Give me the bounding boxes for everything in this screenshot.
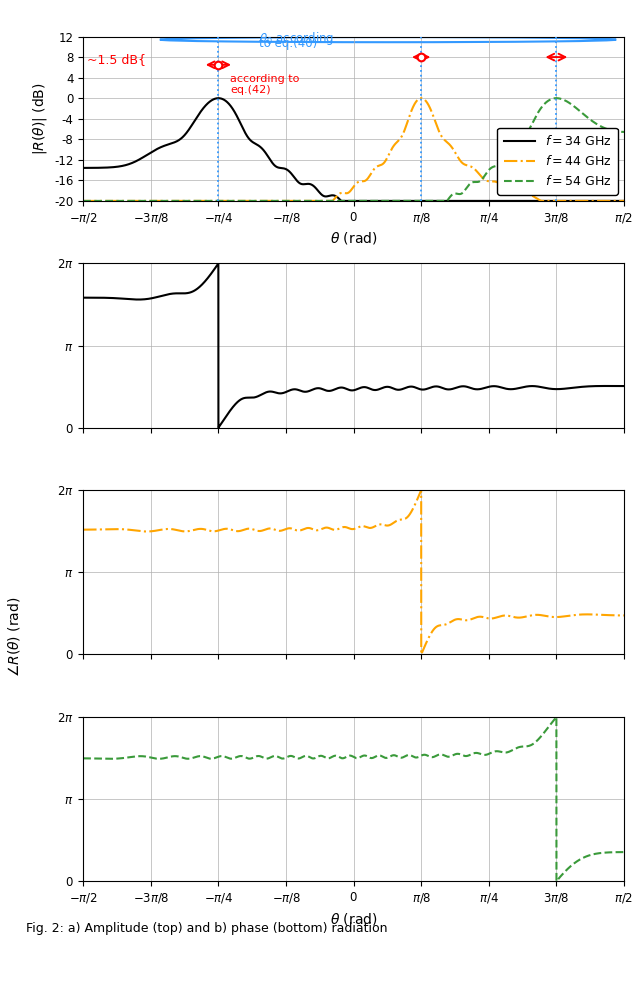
Text: ~1.5 dB{: ~1.5 dB{	[86, 53, 146, 66]
$f = 44$ GHz	[275, 195, 283, 206]
Y-axis label: $|R(\theta)|$ (dB): $|R(\theta)|$ (dB)	[31, 82, 49, 155]
$f = 44$ GHz	[417, 92, 425, 104]
Text: according to
eq.(42): according to eq.(42)	[230, 73, 300, 95]
$f = 54$ GHz	[552, 92, 560, 104]
Legend: $f = 34$ GHz, $f = 44$ GHz, $f = 54$ GHz: $f = 34$ GHz, $f = 44$ GHz, $f = 54$ GHz	[497, 127, 618, 195]
$f = 54$ GHz	[79, 195, 87, 206]
Text: $\angle R(\theta)$ (rad): $\angle R(\theta)$ (rad)	[6, 597, 22, 678]
$f = 34$ GHz	[481, 195, 488, 206]
$f = 34$ GHz	[275, 162, 283, 174]
$f = 54$ GHz	[423, 195, 431, 206]
Line: $f = 34$ GHz: $f = 34$ GHz	[83, 98, 624, 201]
Line: $f = 44$ GHz: $f = 44$ GHz	[83, 98, 624, 201]
Text: $\theta_0$ according: $\theta_0$ according	[259, 30, 334, 47]
Line: $f = 54$ GHz: $f = 54$ GHz	[83, 98, 624, 201]
$f = 54$ GHz	[106, 195, 114, 206]
$f = 54$ GHz	[275, 195, 283, 206]
$f = 34$ GHz	[620, 195, 628, 206]
$f = 54$ GHz	[480, 171, 488, 183]
$f = 44$ GHz	[620, 195, 628, 206]
$f = 34$ GHz	[79, 162, 87, 174]
$f = 44$ GHz	[106, 195, 114, 206]
$f = 54$ GHz	[399, 195, 407, 206]
$f = 54$ GHz	[509, 140, 517, 152]
X-axis label: $\theta$ (rad): $\theta$ (rad)	[330, 911, 378, 927]
$f = 44$ GHz	[79, 195, 87, 206]
$f = 34$ GHz	[399, 195, 407, 206]
$f = 44$ GHz	[509, 187, 517, 199]
Text: to eq.(40): to eq.(40)	[259, 37, 317, 49]
$f = 44$ GHz	[423, 97, 431, 109]
$f = 34$ GHz	[337, 195, 345, 206]
$f = 54$ GHz	[620, 126, 628, 138]
$f = 34$ GHz	[509, 195, 517, 206]
$f = 34$ GHz	[214, 92, 222, 104]
$f = 44$ GHz	[399, 127, 407, 139]
$f = 34$ GHz	[106, 161, 114, 173]
$f = 44$ GHz	[481, 174, 488, 186]
$f = 34$ GHz	[423, 195, 431, 206]
Text: Fig. 2: a) Amplitude (top) and b) phase (bottom) radiation: Fig. 2: a) Amplitude (top) and b) phase …	[26, 922, 387, 936]
X-axis label: $\theta$ (rad): $\theta$ (rad)	[330, 230, 378, 246]
